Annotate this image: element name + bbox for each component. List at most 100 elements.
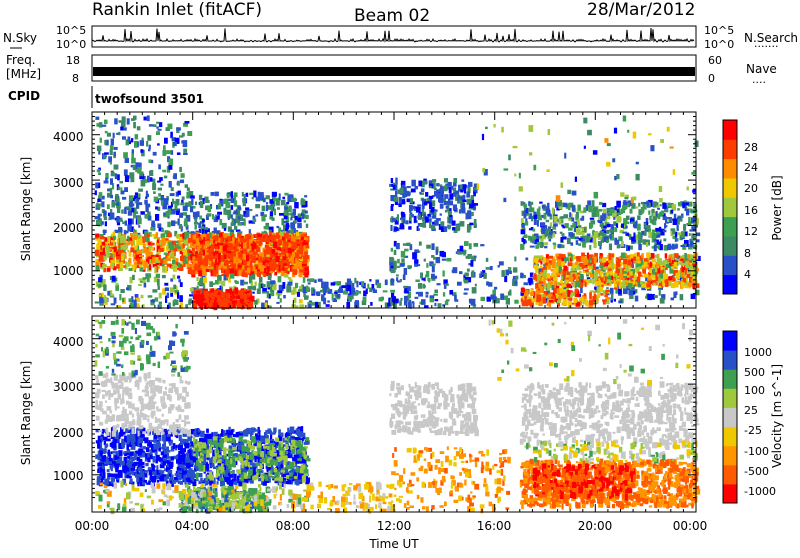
data-cell bbox=[180, 282, 183, 287]
data-cell bbox=[120, 262, 123, 268]
data-cell bbox=[108, 213, 110, 217]
data-cell bbox=[160, 184, 163, 186]
data-cell bbox=[443, 270, 445, 276]
data-cell bbox=[238, 252, 242, 259]
data-cell bbox=[530, 213, 533, 218]
data-cell bbox=[474, 219, 477, 226]
data-cell bbox=[192, 248, 195, 251]
data-cell bbox=[177, 276, 180, 279]
data-cell bbox=[542, 205, 545, 209]
data-cell bbox=[190, 195, 195, 198]
data-cell bbox=[279, 193, 281, 200]
data-cell bbox=[179, 167, 182, 172]
data-cell bbox=[519, 173, 521, 179]
data-cell bbox=[437, 283, 441, 285]
data-cell bbox=[419, 192, 421, 194]
noise-right-tick-top: 10^5 bbox=[704, 24, 734, 37]
data-cell bbox=[321, 294, 324, 299]
data-cell bbox=[590, 290, 594, 292]
data-cell bbox=[626, 216, 630, 220]
data-cell bbox=[240, 238, 243, 242]
data-cell bbox=[631, 279, 634, 281]
data-cell bbox=[459, 209, 461, 213]
data-cell bbox=[204, 292, 208, 298]
data-cell bbox=[162, 150, 166, 156]
data-cell bbox=[316, 293, 320, 296]
data-cell bbox=[429, 186, 431, 188]
data-cell bbox=[405, 220, 408, 224]
data-cell bbox=[667, 203, 671, 207]
data-cell bbox=[250, 302, 253, 308]
data-cell bbox=[165, 266, 167, 273]
data-cell bbox=[410, 198, 413, 203]
data-cell bbox=[642, 269, 646, 274]
data-cell bbox=[173, 173, 177, 179]
data-cell bbox=[642, 239, 646, 244]
data-cell bbox=[568, 298, 572, 301]
data-cell bbox=[205, 230, 208, 235]
data-cell bbox=[155, 214, 159, 221]
data-cell bbox=[411, 180, 416, 187]
data-cell bbox=[136, 202, 138, 208]
data-cell bbox=[609, 234, 611, 238]
data-cell bbox=[117, 174, 120, 180]
data-cell bbox=[188, 256, 190, 261]
data-cell bbox=[209, 233, 212, 238]
data-cell bbox=[253, 191, 256, 198]
data-cell bbox=[269, 230, 272, 232]
data-cell bbox=[436, 257, 441, 263]
data-cell bbox=[155, 297, 159, 301]
data-cell bbox=[97, 203, 100, 208]
data-cell bbox=[631, 203, 635, 209]
data-cell bbox=[98, 214, 101, 220]
data-cell bbox=[98, 295, 101, 297]
data-cell bbox=[610, 288, 614, 295]
data-cell bbox=[228, 236, 231, 242]
data-cell bbox=[659, 289, 661, 296]
data-cell bbox=[592, 221, 595, 223]
data-cell bbox=[100, 138, 102, 143]
data-cell bbox=[546, 220, 549, 222]
data-cell bbox=[471, 212, 474, 216]
data-cell bbox=[438, 303, 442, 308]
data-cell bbox=[98, 284, 102, 288]
data-cell bbox=[134, 141, 137, 148]
data-cell bbox=[122, 197, 126, 200]
data-cell bbox=[271, 235, 276, 241]
data-cell bbox=[471, 197, 474, 201]
noise-left-tick-bottom: 10^0 bbox=[56, 38, 86, 51]
data-cell bbox=[239, 271, 242, 276]
data-cell bbox=[356, 281, 358, 288]
data-cell bbox=[576, 274, 578, 279]
data-cell bbox=[132, 275, 135, 280]
data-cell bbox=[667, 219, 669, 222]
data-cell bbox=[636, 162, 639, 165]
data-cell bbox=[465, 277, 469, 280]
data-cell bbox=[162, 266, 165, 273]
data-cell bbox=[639, 244, 641, 249]
data-cell bbox=[535, 258, 538, 265]
data-cell bbox=[590, 218, 594, 220]
data-cell bbox=[114, 298, 117, 304]
data-cell bbox=[169, 181, 172, 188]
data-cell bbox=[97, 169, 100, 172]
data-cell bbox=[297, 223, 302, 229]
data-cell bbox=[545, 291, 547, 295]
data-cell bbox=[557, 259, 562, 266]
data-cell bbox=[660, 298, 665, 304]
data-cell bbox=[447, 258, 452, 262]
data-cell bbox=[95, 190, 97, 195]
data-cell bbox=[124, 230, 127, 235]
data-cell bbox=[172, 264, 175, 269]
data-cell bbox=[158, 198, 161, 200]
data-cell bbox=[448, 225, 450, 230]
data-cell bbox=[121, 245, 124, 249]
data-cell bbox=[177, 292, 179, 299]
data-cell bbox=[276, 256, 280, 262]
data-cell bbox=[627, 130, 629, 133]
data-cell bbox=[543, 279, 545, 286]
data-cell bbox=[227, 194, 230, 198]
data-cell bbox=[308, 282, 311, 284]
data-cell bbox=[258, 283, 261, 289]
date-title: 28/Mar/2012 bbox=[587, 0, 695, 20]
